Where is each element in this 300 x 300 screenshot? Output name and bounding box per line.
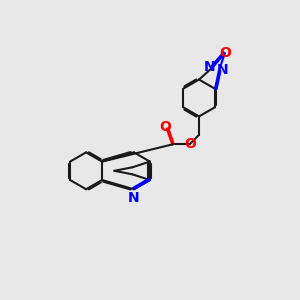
Text: O: O xyxy=(184,137,196,151)
Text: O: O xyxy=(159,119,171,134)
Text: N: N xyxy=(217,63,228,77)
Text: N: N xyxy=(128,191,140,205)
Text: O: O xyxy=(219,46,231,60)
Text: N: N xyxy=(203,60,215,74)
